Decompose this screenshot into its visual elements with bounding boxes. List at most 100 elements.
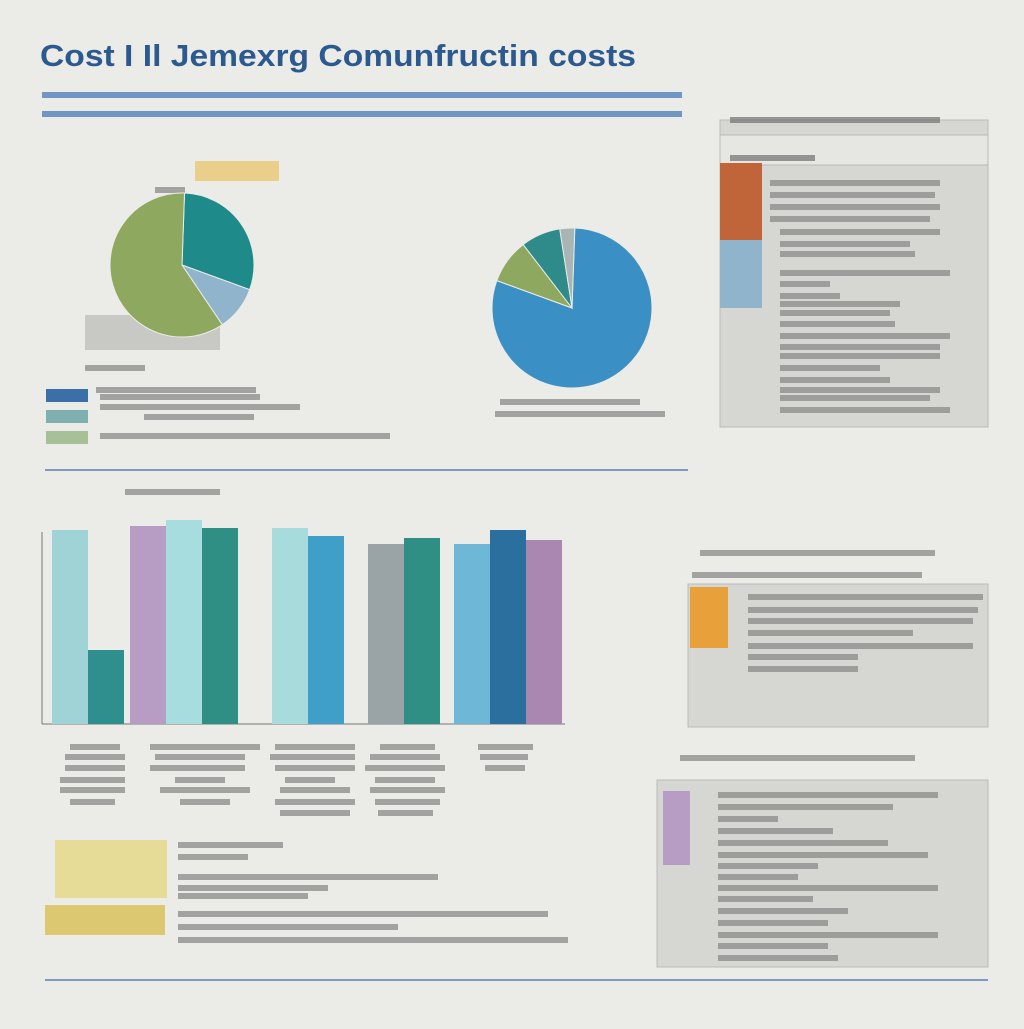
- text-placeholder: [780, 293, 840, 299]
- text-placeholder: [280, 787, 350, 793]
- text-placeholder: [748, 618, 973, 624]
- bar: [404, 538, 440, 724]
- text-placeholder: [380, 744, 435, 750]
- text-placeholder: [718, 792, 938, 798]
- stack-icon: [55, 840, 167, 898]
- text-placeholder: [718, 816, 778, 822]
- text-placeholder: [718, 804, 893, 810]
- text-placeholder: [748, 630, 913, 636]
- text-placeholder: [85, 365, 145, 371]
- bar: [368, 544, 404, 724]
- bar: [454, 544, 490, 724]
- text-placeholder: [680, 755, 915, 761]
- text-placeholder: [100, 394, 260, 400]
- text-placeholder: [718, 896, 813, 902]
- text-placeholder: [178, 842, 283, 848]
- text-placeholder: [125, 489, 220, 495]
- text-placeholder: [718, 932, 938, 938]
- text-placeholder: [718, 828, 833, 834]
- text-placeholder: [375, 799, 440, 805]
- text-placeholder: [780, 365, 880, 371]
- text-placeholder: [100, 433, 390, 439]
- text-placeholder: [780, 321, 895, 327]
- text-placeholder: [65, 754, 125, 760]
- text-placeholder: [178, 924, 398, 930]
- swatch: [720, 163, 762, 240]
- text-placeholder: [730, 117, 940, 123]
- text-placeholder: [42, 111, 682, 117]
- text-placeholder: [160, 787, 250, 793]
- legend-swatch: [46, 389, 88, 402]
- text-placeholder: [780, 333, 950, 339]
- text-placeholder: [780, 377, 890, 383]
- legend-swatch: [46, 410, 88, 423]
- swatch: [690, 587, 728, 648]
- swatch: [720, 240, 762, 308]
- text-placeholder: [748, 607, 978, 613]
- text-placeholder: [692, 572, 922, 578]
- bar: [88, 650, 124, 724]
- text-placeholder: [275, 799, 355, 805]
- text-placeholder: [70, 744, 120, 750]
- text-placeholder: [275, 765, 355, 771]
- text-placeholder: [495, 411, 665, 417]
- text-placeholder: [60, 787, 125, 793]
- text-placeholder: [748, 654, 858, 660]
- title: Cost I Il Jemexrg Comunfructin costs: [40, 38, 636, 73]
- text-placeholder: [478, 744, 533, 750]
- text-placeholder: [780, 353, 940, 359]
- text-placeholder: [155, 754, 245, 760]
- text-placeholder: [275, 744, 355, 750]
- text-placeholder: [144, 414, 254, 420]
- text-placeholder: [770, 216, 930, 222]
- text-placeholder: [730, 155, 815, 161]
- text-placeholder: [718, 840, 888, 846]
- bar: [130, 526, 166, 724]
- text-placeholder: [718, 943, 828, 949]
- text-placeholder: [96, 387, 256, 393]
- text-placeholder: [270, 754, 355, 760]
- text-placeholder: [780, 251, 915, 257]
- text-placeholder: [480, 754, 528, 760]
- text-placeholder: [150, 765, 245, 771]
- text-placeholder: [178, 854, 248, 860]
- text-placeholder: [770, 180, 940, 186]
- text-placeholder: [485, 765, 525, 771]
- text-placeholder: [65, 765, 125, 771]
- text-placeholder: [180, 799, 230, 805]
- text-placeholder: [718, 874, 798, 880]
- text-placeholder: [780, 270, 950, 276]
- text-placeholder: [780, 344, 940, 350]
- text-placeholder: [60, 777, 125, 783]
- text-placeholder: [175, 777, 225, 783]
- text-placeholder: [500, 399, 640, 405]
- bar: [202, 528, 238, 724]
- bar: [166, 520, 202, 724]
- text-placeholder: [375, 777, 435, 783]
- text-placeholder: [718, 955, 838, 961]
- bar: [52, 530, 88, 724]
- text-placeholder: [748, 666, 858, 672]
- text-placeholder: [718, 885, 938, 891]
- text-placeholder: [748, 594, 983, 600]
- text-placeholder: [100, 404, 300, 410]
- text-placeholder: [178, 937, 568, 943]
- text-placeholder: [178, 911, 548, 917]
- text-placeholder: [178, 885, 328, 891]
- text-placeholder: [770, 192, 935, 198]
- text-placeholder: [155, 187, 185, 193]
- text-placeholder: [718, 920, 828, 926]
- text-placeholder: [378, 810, 433, 816]
- text-placeholder: [718, 908, 848, 914]
- text-placeholder: [178, 893, 308, 899]
- text-placeholder: [370, 787, 445, 793]
- text-placeholder: [780, 241, 910, 247]
- text-placeholder: [370, 754, 440, 760]
- text-placeholder: [748, 643, 973, 649]
- legend-swatch: [46, 431, 88, 444]
- bar: [490, 530, 526, 724]
- swatch: [663, 791, 690, 865]
- bar: [308, 536, 344, 724]
- text-placeholder: [780, 301, 900, 307]
